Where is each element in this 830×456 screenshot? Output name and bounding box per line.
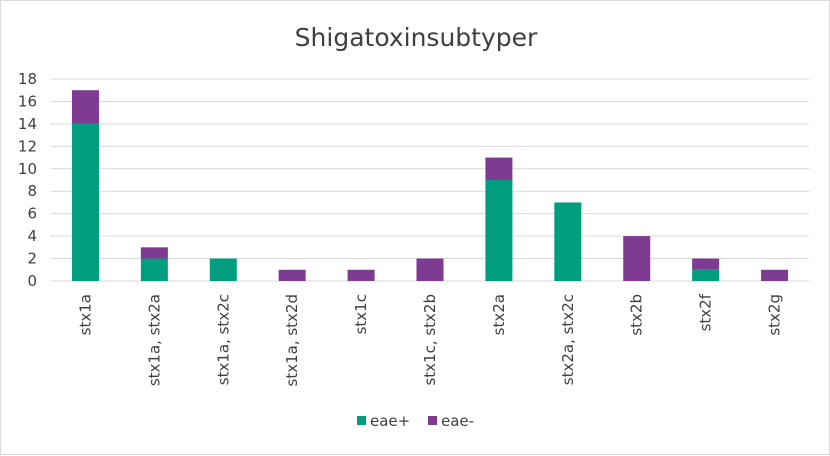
bar-segment [71,90,99,124]
chart-title: Shigatoxinsubtyper [295,23,538,52]
bar-segment [347,269,375,281]
x-category-label: stx2b [628,294,646,336]
legend-swatch [428,416,437,425]
bar-segment [623,236,651,281]
y-tick-label: 10 [18,160,37,178]
gridlines [51,78,809,282]
bar-segment [71,123,99,281]
bar-segment [416,258,444,281]
y-tick-label: 16 [18,92,37,110]
bar-segment [209,258,237,281]
x-category-label: stx2g [766,294,784,336]
x-category-label: stx1c [352,294,370,334]
x-category-label: stx2a [490,294,508,335]
legend: eae+ eae- [357,412,474,430]
x-category-label: stx2f [697,293,715,331]
bar-segment [278,269,306,281]
y-tick-label: 8 [27,182,37,200]
x-category-label: stx1a, stx2d [283,294,301,386]
legend-label: eae- [441,412,474,430]
legend-label: eae+ [370,412,410,430]
y-tick-label: 6 [27,205,37,223]
bar-segment [554,202,582,281]
x-category-label: stx2a, stx2c [559,294,577,385]
x-category-label: stx1a, stx2a [145,294,163,386]
bar-segment [761,269,789,281]
y-tick-label: 18 [18,70,37,88]
x-category-label: stx1a, stx2c [214,294,232,385]
bar-segment [485,180,513,281]
x-axis-category-labels: stx1a stx1a, stx2a stx1a, stx2c stx1a, stx2… [76,293,783,386]
x-category-label: stx1a [76,294,94,335]
bar-segment [140,247,168,259]
bars [71,90,789,281]
bar-segment [692,258,720,270]
legend-swatch [357,416,366,425]
bar-segment [485,157,513,180]
y-tick-label: 0 [27,272,37,290]
y-tick-label: 12 [18,137,37,155]
bar-segment [692,269,720,281]
x-category-label: stx1c, stx2b [421,294,439,386]
y-axis-tick-labels: 0 2 4 6 8 10 12 14 16 18 [18,70,37,290]
y-tick-label: 4 [27,227,37,245]
y-tick-label: 2 [27,250,37,268]
y-tick-label: 14 [18,115,37,133]
bar-segment [140,258,168,281]
